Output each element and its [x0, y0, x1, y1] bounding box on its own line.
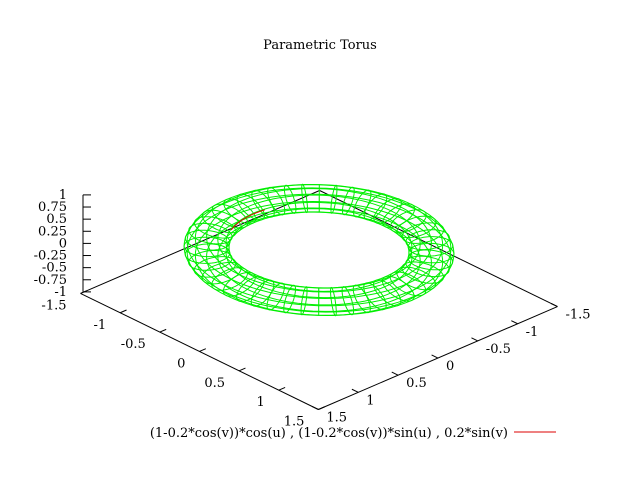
- x-tick-label: -1: [93, 318, 106, 333]
- y-tick-label: -0.5: [486, 342, 511, 357]
- x-tick-label: -1.5: [41, 298, 66, 313]
- z-tick-label: 0: [59, 236, 67, 251]
- y-tick-mark: [351, 388, 359, 393]
- x-tick-labels: -1.5 -1 -0.5 0 0.5 1 1.5: [41, 290, 325, 430]
- x-tick-mark: [238, 367, 246, 372]
- torus-parallel: [206, 207, 432, 312]
- y-tick-labels: -1.5 -1 -0.5 0 0.5 1 1.5: [311, 303, 591, 426]
- z-tick-label: -0.25: [34, 249, 67, 264]
- y-tick-mark: [431, 354, 439, 359]
- x-tick-mark: [318, 406, 325, 410]
- z-tick-label: -0.75: [34, 273, 67, 288]
- torus-surface: [183, 183, 455, 317]
- y-tick-label: 1: [366, 393, 374, 408]
- y-tick-label: -1.5: [566, 308, 591, 323]
- x-tick-mark: [199, 348, 207, 352]
- x-tick-mark: [80, 290, 88, 294]
- y-tick-mark: [471, 337, 479, 342]
- x-axis-back: [319, 190, 558, 308]
- torus-meridian: [401, 222, 445, 244]
- y-tick-mark: [511, 320, 518, 325]
- torus-parallel: [194, 200, 444, 316]
- x-tick-label: 1: [256, 395, 264, 410]
- x-tick-label: 0: [177, 356, 185, 371]
- torus-meridian: [401, 261, 445, 284]
- torus-parallel: [183, 187, 455, 313]
- z-tick-label: 0.5: [46, 212, 67, 227]
- x-tick-label: 1.5: [284, 415, 305, 430]
- y-tick-label: 0: [446, 359, 454, 374]
- y-tick-mark: [311, 405, 319, 410]
- y-axis-back: [80, 190, 320, 294]
- x-tick-mark: [119, 309, 127, 314]
- x-tick-mark: [159, 328, 167, 333]
- x-tick-label: -0.5: [121, 337, 146, 352]
- x-tick-label: 0.5: [204, 376, 225, 391]
- torus-parallel: [217, 211, 421, 306]
- legend-label: (1-0.2*cos(v))*cos(u) , (1-0.2*cos(v))*s…: [150, 426, 508, 441]
- torus-parallel: [194, 184, 444, 300]
- y-tick-mark: [550, 303, 558, 308]
- y-tick-label: 1.5: [326, 411, 347, 426]
- torus-parallel: [225, 211, 413, 299]
- x-tick-mark: [278, 386, 286, 391]
- z-tick-label: 0.25: [38, 224, 67, 239]
- legend: (1-0.2*cos(v))*cos(u) , (1-0.2*cos(v))*s…: [150, 426, 556, 441]
- torus-meridian: [193, 256, 237, 278]
- z-tick-label: -1: [54, 285, 67, 300]
- y-tick-label: 0.5: [406, 376, 427, 391]
- torus-parallel: [217, 194, 421, 289]
- y-tick-mark: [391, 371, 399, 376]
- z-tick-label: 1: [59, 188, 67, 203]
- z-axis: [82, 194, 91, 293]
- y-tick-label: -1: [526, 325, 539, 340]
- torus-back-face: [230, 209, 266, 231]
- torus-parallel: [206, 188, 432, 293]
- z-tick-label: 0.75: [38, 200, 67, 215]
- chart-title: Parametric Torus: [263, 38, 377, 53]
- z-tick-label: -0.5: [42, 261, 67, 276]
